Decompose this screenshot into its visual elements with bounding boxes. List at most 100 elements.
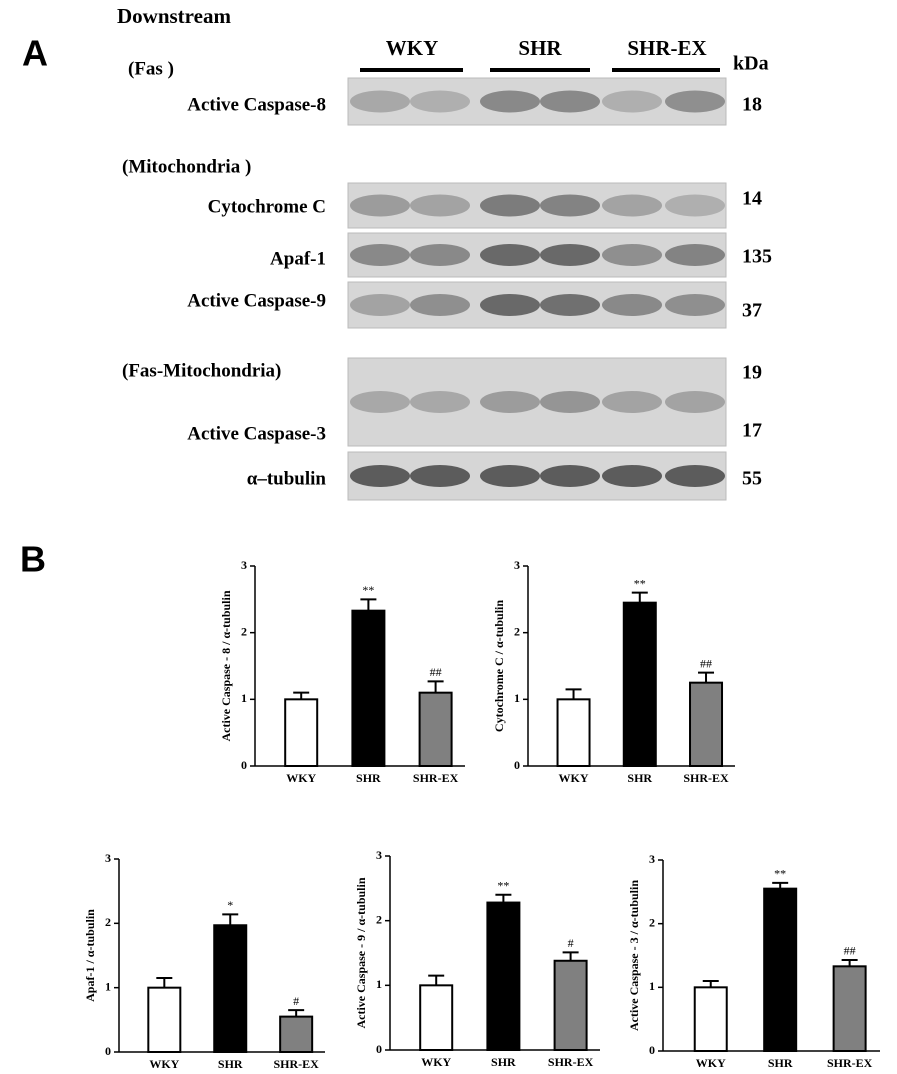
band [602, 294, 662, 316]
significance-marker: * [227, 898, 233, 912]
band [602, 90, 662, 113]
x-tick-label: SHR [491, 1055, 516, 1069]
x-tick-label: SHR [627, 771, 652, 785]
band [602, 244, 662, 266]
bar [553, 959, 588, 1052]
y-tick-label: 3 [105, 851, 111, 865]
kda-label: 18 [742, 94, 762, 116]
significance-marker: # [568, 936, 574, 950]
group-label: WKY [386, 36, 439, 60]
bar-chart: 0 1 2 3 Active Caspase - 9 / α-tubulin WKY SHR… [354, 848, 600, 1069]
bar [284, 698, 319, 767]
bar [486, 901, 521, 1051]
panel-label: B [20, 539, 46, 580]
x-tick-label: WKY [286, 771, 316, 785]
x-tick-label: SHR-EX [548, 1055, 594, 1069]
band [410, 465, 470, 487]
y-tick-label: 1 [376, 977, 382, 991]
bar-chart: 0 1 2 3 Cytochrome C / α-tubulin WKY SHR ** SHR-… [492, 558, 735, 785]
y-tick-label: 3 [649, 852, 655, 866]
band [665, 391, 725, 413]
y-tick-label: 2 [514, 624, 520, 638]
y-axis-label: Active Caspase - 9 / α-tubulin [354, 877, 368, 1028]
bar [418, 691, 453, 768]
protein-label: Active Caspase-8 [187, 94, 326, 115]
bar [213, 924, 248, 1053]
band [602, 465, 662, 487]
band [540, 465, 600, 487]
y-tick-label: 0 [376, 1042, 382, 1056]
band [602, 391, 662, 413]
y-tick-label: 0 [649, 1043, 655, 1057]
x-tick-label: SHR [768, 1056, 793, 1070]
y-axis-label: Apaf-1 / α-tubulin [83, 909, 97, 1002]
y-tick-label: 2 [649, 915, 655, 929]
kda-label: 14 [742, 188, 762, 210]
x-tick-label: WKY [149, 1057, 179, 1071]
band [410, 294, 470, 316]
band [602, 194, 662, 217]
protein-label: Cytochrome C [208, 196, 326, 217]
bar [689, 681, 724, 768]
kda-label: 17 [742, 420, 762, 442]
bar [556, 698, 591, 767]
x-tick-label: WKY [696, 1056, 726, 1070]
band [480, 90, 540, 113]
band [350, 90, 410, 113]
significance-marker: ## [430, 665, 442, 679]
band [350, 465, 410, 487]
y-tick-label: 3 [514, 558, 520, 572]
y-tick-label: 0 [105, 1044, 111, 1058]
bar [693, 986, 728, 1052]
band [665, 244, 725, 266]
band [410, 391, 470, 413]
band [480, 391, 540, 413]
y-tick-label: 3 [376, 848, 382, 862]
protein-label: Active Caspase-9 [187, 290, 326, 311]
band [480, 465, 540, 487]
y-tick-label: 1 [105, 979, 111, 993]
y-axis-label: Active Caspase - 8 / α-tubulin [219, 590, 233, 741]
x-tick-label: SHR [356, 771, 381, 785]
y-tick-label: 3 [241, 558, 247, 572]
band [410, 244, 470, 266]
band [350, 244, 410, 266]
group-label: SHR-EX [627, 36, 706, 60]
x-tick-label: SHR-EX [827, 1056, 873, 1070]
group-label: SHR [518, 36, 562, 60]
band [480, 294, 540, 316]
significance-marker: ## [700, 656, 712, 670]
kda-label: 55 [742, 468, 762, 490]
bar [622, 601, 657, 768]
x-tick-label: SHR-EX [683, 771, 729, 785]
band [410, 194, 470, 217]
blot [347, 182, 727, 229]
significance-marker: ** [362, 583, 374, 597]
band [540, 90, 600, 113]
y-tick-label: 0 [241, 758, 247, 772]
y-tick-label: 1 [514, 691, 520, 705]
band [480, 244, 540, 266]
kda-label: 135 [742, 246, 772, 268]
bar-chart: 0 1 2 3 Active Caspase - 8 / α-tubulin WKY SHR… [219, 558, 465, 785]
x-tick-label: SHR-EX [413, 771, 459, 785]
x-tick-label: SHR [218, 1057, 243, 1071]
bar [279, 1015, 314, 1053]
x-tick-label: WKY [559, 771, 589, 785]
y-tick-label: 1 [241, 691, 247, 705]
section-label: (Mitochondria ) [122, 156, 251, 177]
bar [351, 609, 386, 768]
band [540, 294, 600, 316]
kda-label: 19 [742, 362, 762, 384]
y-tick-label: 2 [376, 912, 382, 926]
section-label: (Fas ) [128, 58, 174, 79]
significance-marker: # [293, 994, 299, 1008]
band [350, 294, 410, 316]
bar [832, 965, 867, 1052]
bar [147, 986, 182, 1054]
protein-label: Apaf-1 [270, 248, 326, 269]
significance-marker: ** [774, 867, 786, 881]
band [665, 90, 725, 113]
y-tick-label: 1 [649, 979, 655, 993]
